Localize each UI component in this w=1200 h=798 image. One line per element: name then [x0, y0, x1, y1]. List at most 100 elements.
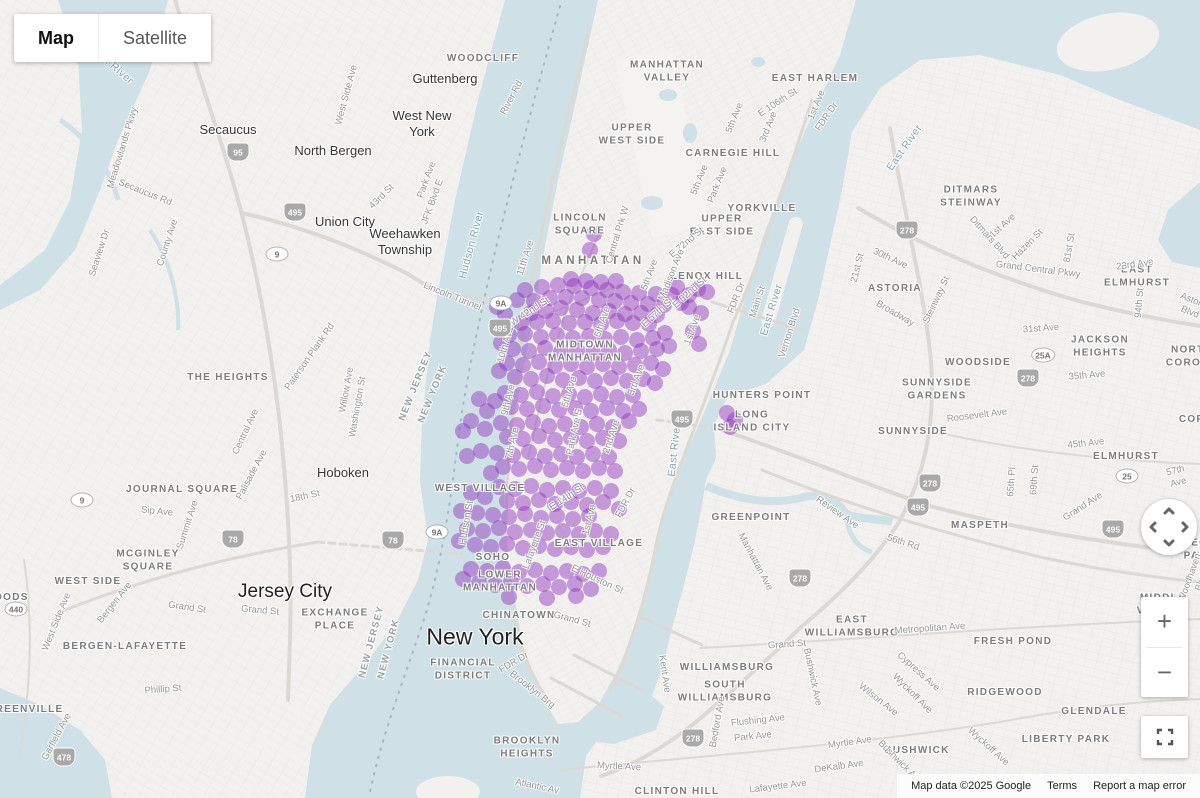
- data-point[interactable]: [527, 562, 543, 578]
- data-point[interactable]: [529, 314, 545, 330]
- data-point[interactable]: [635, 371, 651, 387]
- data-point[interactable]: [475, 523, 491, 539]
- data-point[interactable]: [566, 278, 582, 294]
- data-point[interactable]: [591, 460, 607, 476]
- data-point[interactable]: [469, 505, 485, 521]
- data-point[interactable]: [539, 368, 555, 384]
- data-point[interactable]: [497, 385, 513, 401]
- data-point[interactable]: [601, 342, 617, 358]
- data-point[interactable]: [681, 287, 697, 303]
- data-point[interactable]: [533, 510, 549, 526]
- data-point[interactable]: [459, 521, 475, 537]
- data-point[interactable]: [491, 479, 507, 495]
- data-point[interactable]: [537, 340, 553, 356]
- data-point[interactable]: [649, 341, 665, 357]
- data-point[interactable]: [615, 403, 631, 419]
- data-point[interactable]: [499, 536, 515, 552]
- data-point[interactable]: [515, 357, 531, 373]
- data-point[interactable]: [550, 277, 566, 293]
- data-point[interactable]: [483, 539, 499, 555]
- data-point[interactable]: [515, 431, 531, 447]
- data-point[interactable]: [577, 389, 593, 405]
- data-point[interactable]: [615, 284, 631, 300]
- data-point[interactable]: [575, 566, 591, 582]
- data-point[interactable]: [591, 563, 607, 579]
- data-point[interactable]: [617, 306, 633, 322]
- data-point[interactable]: [563, 356, 579, 372]
- data-point[interactable]: [467, 537, 483, 553]
- data-point[interactable]: [509, 292, 525, 308]
- data-point[interactable]: [657, 325, 673, 341]
- data-point[interactable]: [535, 576, 551, 592]
- data-point[interactable]: [611, 359, 627, 375]
- data-point[interactable]: [459, 448, 475, 464]
- data-point[interactable]: [603, 526, 619, 542]
- data-point[interactable]: [583, 581, 599, 597]
- data-point[interactable]: [477, 489, 493, 505]
- data-point[interactable]: [640, 296, 656, 312]
- data-point[interactable]: [587, 523, 603, 539]
- data-point[interactable]: [633, 343, 649, 359]
- data-point[interactable]: [599, 282, 615, 298]
- data-point[interactable]: [491, 520, 507, 536]
- data-point[interactable]: [503, 574, 519, 590]
- data-point[interactable]: [499, 429, 515, 445]
- data-point[interactable]: [655, 361, 671, 377]
- data-point[interactable]: [661, 338, 677, 354]
- data-point[interactable]: [538, 303, 554, 319]
- data-point[interactable]: [621, 413, 637, 429]
- data-point[interactable]: [595, 494, 611, 510]
- data-point[interactable]: [517, 282, 533, 298]
- data-point[interactable]: [613, 329, 629, 345]
- data-point[interactable]: [563, 494, 579, 510]
- terms-link[interactable]: Terms: [1047, 780, 1078, 792]
- data-point[interactable]: [531, 492, 547, 508]
- data-point[interactable]: [547, 496, 563, 512]
- data-point[interactable]: [505, 447, 521, 463]
- data-point[interactable]: [595, 430, 611, 446]
- data-point[interactable]: [568, 588, 584, 604]
- data-point[interactable]: [585, 305, 601, 321]
- data-point[interactable]: [553, 344, 569, 360]
- data-point[interactable]: [563, 271, 579, 287]
- data-point[interactable]: [605, 419, 621, 435]
- data-point[interactable]: [586, 226, 602, 242]
- data-point[interactable]: [517, 506, 533, 522]
- data-point[interactable]: [625, 387, 641, 403]
- data-point[interactable]: [505, 341, 521, 357]
- data-point[interactable]: [455, 423, 471, 439]
- data-point[interactable]: [526, 293, 542, 309]
- data-point[interactable]: [603, 483, 619, 499]
- data-point[interactable]: [523, 305, 539, 321]
- data-point[interactable]: [563, 430, 579, 446]
- data-point[interactable]: [523, 478, 539, 494]
- data-point[interactable]: [499, 355, 515, 371]
- data-point[interactable]: [463, 485, 479, 501]
- data-point[interactable]: [499, 493, 515, 509]
- data-point[interactable]: [549, 327, 565, 343]
- data-point[interactable]: [623, 295, 639, 311]
- data-point[interactable]: [627, 357, 643, 373]
- data-point[interactable]: [563, 539, 579, 555]
- data-point[interactable]: [553, 446, 569, 462]
- data-point[interactable]: [559, 460, 575, 476]
- data-point[interactable]: [673, 295, 689, 311]
- data-point[interactable]: [453, 503, 469, 519]
- fullscreen-button[interactable]: [1141, 716, 1188, 758]
- data-point[interactable]: [547, 541, 563, 557]
- data-point[interactable]: [727, 412, 743, 428]
- data-point[interactable]: [523, 371, 539, 387]
- data-point[interactable]: [491, 363, 507, 379]
- data-point[interactable]: [531, 354, 547, 370]
- data-point[interactable]: [647, 375, 663, 391]
- data-point[interactable]: [591, 292, 607, 308]
- data-point[interactable]: [581, 508, 597, 524]
- data-point[interactable]: [607, 293, 623, 309]
- data-point[interactable]: [607, 463, 623, 479]
- data-point[interactable]: [685, 323, 701, 339]
- data-point[interactable]: [582, 242, 598, 258]
- data-point[interactable]: [565, 511, 581, 527]
- data-point[interactable]: [519, 401, 535, 417]
- data-point[interactable]: [609, 389, 625, 405]
- data-point[interactable]: [557, 416, 573, 432]
